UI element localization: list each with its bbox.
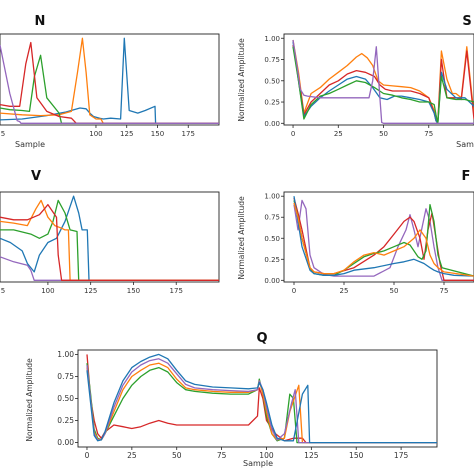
panel-s-xlabel: Sam xyxy=(456,140,474,149)
panel-f-series-blue xyxy=(293,196,474,277)
panel-q-xtick-label: 150 xyxy=(349,451,364,460)
panel-s-series-purple xyxy=(292,39,474,124)
panel-f-plot: 0.00 0.25 0.50 0.75 1.00 0 25 50 75 xyxy=(264,191,474,295)
panel-f-title: F xyxy=(462,169,471,184)
panel-v-plot: 5 100 125 150 175 xyxy=(0,191,220,295)
panel-s-series-green xyxy=(292,46,474,124)
panel-s-frame xyxy=(283,33,474,126)
panel-q-series-green xyxy=(86,363,437,444)
panel-f: F Normalized Amplitude 0.00 0.25 0.50 0.75 1… xyxy=(237,169,474,295)
panel-s-xtick-label: 50 xyxy=(379,130,388,138)
panel-s-ytick-label: 1.00 xyxy=(264,35,280,43)
panel-n-series-purple xyxy=(0,44,219,124)
panel-s-ytick-label: 0.25 xyxy=(264,99,280,107)
panel-s: S Normalized Amplitude 0.00 0.25 0.50 0.75 1… xyxy=(237,14,474,149)
panel-s-ytick-label: 0.50 xyxy=(264,77,280,85)
panel-q-xtick-label: 75 xyxy=(217,451,227,460)
panel-f-series-red xyxy=(293,197,474,281)
panel-s-plot: 0.00 0.25 0.50 0.75 1.00 0 25 50 75 xyxy=(264,33,474,138)
panel-q-xtick-label: 50 xyxy=(172,451,182,460)
panel-q-ylabel: Normalized Amplitude xyxy=(25,358,34,442)
panel-v-xtick-label: 125 xyxy=(84,287,97,295)
panel-s-series-blue xyxy=(292,41,474,124)
panel-v-xtick-label: 150 xyxy=(127,287,140,295)
panel-n-xtick-label: 125 xyxy=(120,130,133,138)
panel-f-series-green xyxy=(293,200,474,277)
panel-q-series-orange xyxy=(86,362,437,444)
panel-q-ytick-label: 0.50 xyxy=(57,394,74,403)
panel-s-series-orange xyxy=(292,39,474,124)
panel-v-series-blue xyxy=(0,195,219,281)
panel-q-xlabel: Sample xyxy=(243,459,273,468)
panel-f-xtick-label: 75 xyxy=(440,287,449,295)
panel-f-xtick-label: 50 xyxy=(390,287,399,295)
panel-n-series-blue xyxy=(0,37,219,124)
panel-s-xtick-label: 75 xyxy=(424,130,433,138)
panel-f-series-purple xyxy=(293,199,474,281)
panel-n: N 5 100 125 150 175 Sample xyxy=(0,14,220,149)
panel-s-xtick-label: 25 xyxy=(334,130,343,138)
panel-f-xtick-label: 0 xyxy=(292,287,296,295)
panel-q-ytick-label: 0.25 xyxy=(57,416,74,425)
panel-n-series-orange xyxy=(0,37,219,124)
panel-s-ylabel: Normalized Amplitude xyxy=(237,38,246,122)
panel-q-xtick-label: 0 xyxy=(85,451,90,460)
panel-v-frame xyxy=(0,191,220,283)
panel-n-xlabel: Sample xyxy=(15,140,45,149)
panel-n-xtick-label: 150 xyxy=(151,130,164,138)
panel-v: V 5 100 125 150 175 xyxy=(0,169,220,295)
panel-s-title: S xyxy=(462,14,471,29)
panel-n-xtick-label: 100 xyxy=(89,130,102,138)
panel-f-ytick-label: 0.25 xyxy=(264,256,280,264)
panel-q-ytick-label: 0.00 xyxy=(57,438,74,447)
panel-q-series-red xyxy=(86,354,437,444)
panel-s-ytick-label: 0.00 xyxy=(264,120,280,128)
panel-f-ytick-label: 1.00 xyxy=(264,193,280,201)
panel-q-frame xyxy=(77,349,438,448)
panel-f-series-orange xyxy=(293,202,474,277)
panel-f-frame xyxy=(283,191,474,283)
panel-q-xtick-label: 25 xyxy=(127,451,137,460)
panel-f-ytick-label: 0.75 xyxy=(264,214,280,222)
panel-v-xtick-label: 5 xyxy=(1,287,5,295)
panel-q-xtick-label: 100 xyxy=(259,451,274,460)
panel-n-title: N xyxy=(35,14,46,29)
panel-f-ylabel: Normalized Amplitude xyxy=(237,196,246,280)
panel-n-series-green xyxy=(0,54,219,124)
panel-f-ytick-label: 0.50 xyxy=(264,235,280,243)
panel-n-xtick-label: 175 xyxy=(182,130,195,138)
panel-v-xtick-label: 100 xyxy=(41,287,54,295)
panel-s-ytick-label: 0.75 xyxy=(264,56,280,64)
panel-q-title: Q xyxy=(256,331,267,346)
panel-q-xtick-label: 175 xyxy=(394,451,409,460)
panel-v-series-green xyxy=(0,199,219,281)
panel-v-xtick-label: 175 xyxy=(170,287,183,295)
panel-q: Q Normalized Amplitude 0.00 0.25 0.50 0.75 1… xyxy=(25,331,438,468)
panel-s-xtick-label: 0 xyxy=(291,130,295,138)
panel-q-ytick-label: 1.00 xyxy=(57,350,74,359)
panel-n-frame xyxy=(0,33,220,126)
panel-f-xtick-label: 25 xyxy=(340,287,349,295)
panel-n-series-red xyxy=(0,41,219,124)
panel-q-plot: 0.00 0.25 0.50 0.75 1.00 0 25 50 75 100 125 150 175 xyxy=(57,349,438,460)
panel-v-series-purple xyxy=(0,256,219,281)
panel-n-plot: 5 100 125 150 175 xyxy=(0,33,220,138)
panel-v-series-red xyxy=(0,203,219,281)
panel-q-ytick-label: 0.75 xyxy=(57,372,74,381)
panel-q-xtick-label: 125 xyxy=(304,451,319,460)
panel-q-series-blue xyxy=(86,353,437,444)
panel-v-title: V xyxy=(31,169,41,184)
panel-f-ytick-label: 0.00 xyxy=(264,277,280,285)
panel-v-series-orange xyxy=(0,199,219,281)
panel-n-xtick-label: 5 xyxy=(1,130,5,138)
